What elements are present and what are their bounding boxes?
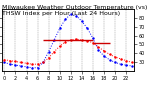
Text: Milwaukee Weather Outdoor Temperature (vs) THSW Index per Hour (Last 24 Hours): Milwaukee Weather Outdoor Temperature (v… <box>2 5 147 16</box>
